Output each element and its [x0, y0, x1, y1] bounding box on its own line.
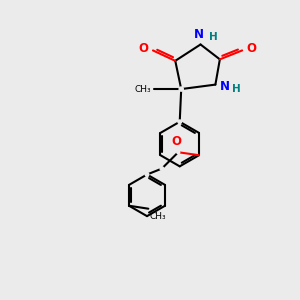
Text: CH₃: CH₃ — [150, 212, 166, 221]
Text: N: N — [194, 28, 204, 41]
Circle shape — [145, 173, 149, 176]
Circle shape — [178, 120, 181, 124]
Text: H: H — [232, 84, 241, 94]
Text: O: O — [139, 42, 148, 56]
Circle shape — [160, 167, 164, 170]
Text: O: O — [247, 42, 256, 56]
Circle shape — [177, 151, 180, 154]
Text: CH₃: CH₃ — [135, 85, 152, 94]
Text: O: O — [172, 135, 182, 148]
Text: N: N — [220, 80, 230, 93]
Text: H: H — [209, 32, 218, 42]
Circle shape — [179, 87, 183, 91]
